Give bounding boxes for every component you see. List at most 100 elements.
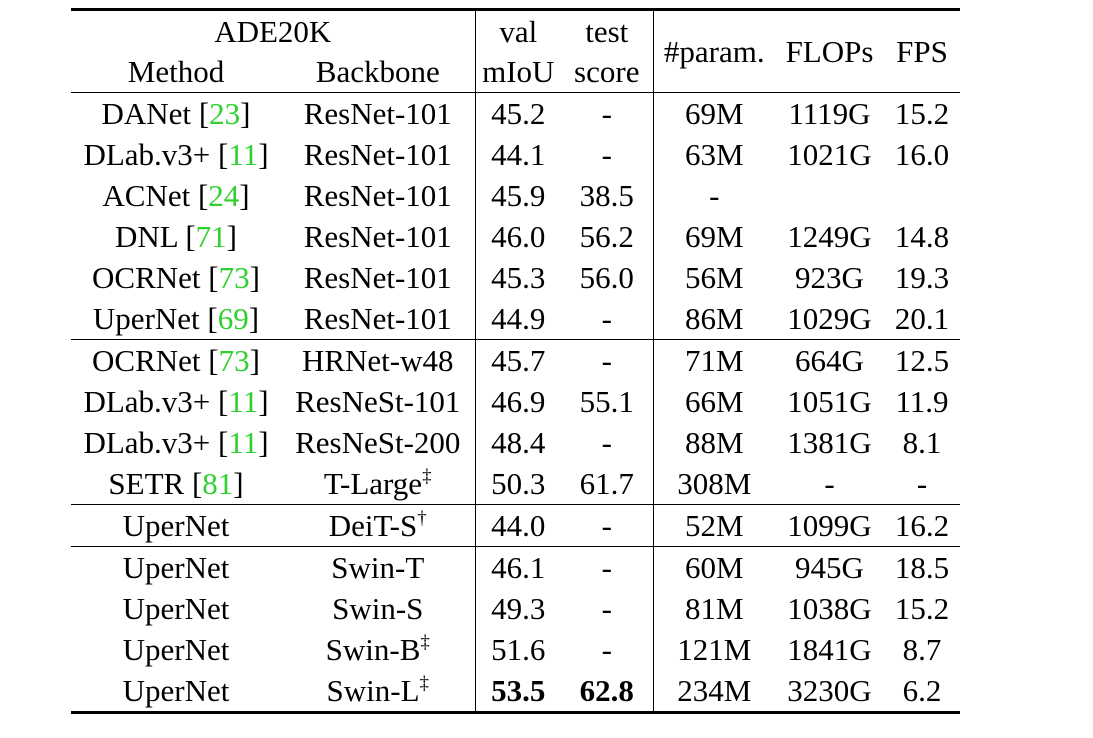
backbone-name: ResNet-101 — [303, 178, 452, 213]
citation-link[interactable]: 73 — [218, 260, 250, 295]
flops-value: 1841G — [787, 632, 872, 667]
flops-cell: 1119G — [775, 92, 884, 134]
table-row: UperNet DeiT-S† 44.0 - 52M 1099G 16.2 — [71, 504, 960, 547]
param-cell: 308M — [652, 463, 775, 505]
method-cell: DLab.v3+ [11] — [83, 384, 269, 419]
citation-link[interactable]: 81 — [202, 466, 234, 501]
fps-value: 11.9 — [895, 384, 949, 419]
backbone-cell: ResNet-101 — [281, 298, 475, 340]
method-cell: UperNet — [71, 670, 281, 714]
test-cell: 56.0 — [561, 257, 653, 298]
citation-link[interactable]: 71 — [195, 219, 227, 254]
backbone-cell: DeiT-S† — [281, 504, 475, 547]
fps-value: 20.1 — [894, 301, 950, 336]
fps-cell: 8.7 — [884, 629, 960, 670]
param-cell: 234M — [652, 670, 775, 714]
citation-link[interactable]: 69 — [217, 301, 249, 336]
method-cell: UperNet — [71, 629, 281, 670]
flops-cell: 1099G — [775, 504, 884, 547]
param-cell: 66M — [652, 381, 775, 422]
backbone-cell: ResNet-101 — [281, 175, 475, 216]
val-value: 50.3 — [491, 466, 546, 501]
method-name: UperNet — [122, 591, 230, 626]
test-cell: - — [561, 588, 653, 629]
method-name: UperNet — [122, 550, 230, 585]
val-value: 45.9 — [491, 178, 546, 213]
backbone-cell: ResNet-101 — [281, 134, 475, 175]
method-name: OCRNet — [92, 343, 201, 378]
test-cell: - — [561, 422, 653, 463]
param-header: #param. — [652, 8, 775, 93]
param-cell: - — [652, 175, 775, 216]
backbone-name: HRNet-w48 — [301, 343, 454, 378]
flops-value: 1249G — [787, 219, 872, 254]
backbone-name: ResNet-101 — [303, 260, 452, 295]
footnote-marker: ‡ — [420, 632, 430, 653]
fps-cell: 16.0 — [884, 134, 960, 175]
val-cell: 53.5 — [474, 670, 561, 714]
test-cell: - — [561, 546, 653, 588]
table-row: DANet [23] ResNet-101 45.2 - 69M 1119G 15.2 — [71, 92, 960, 134]
param-value: 88M — [684, 425, 744, 460]
param-value: 66M — [684, 384, 744, 419]
param-cell: 52M — [652, 504, 775, 547]
method-name: ACNet — [102, 178, 191, 213]
flops-cell: 3230G — [775, 670, 884, 714]
method-name: DLab.v3+ — [83, 425, 211, 460]
citation-link[interactable]: 11 — [228, 384, 259, 419]
flops-cell: 1038G — [775, 588, 884, 629]
val-cell: 44.9 — [474, 298, 561, 340]
test-value: - — [601, 632, 612, 667]
footnote-marker: † — [417, 508, 427, 529]
flops-cell: - — [775, 463, 884, 505]
citation-link[interactable]: 24 — [208, 178, 240, 213]
table-row: ACNet [24] ResNet-101 45.9 38.5 - — [71, 175, 960, 216]
method-name: UperNet — [122, 673, 230, 708]
fps-cell: - — [884, 463, 960, 505]
citation-link[interactable]: 11 — [228, 425, 259, 460]
citation-link[interactable]: 11 — [228, 137, 259, 172]
table-body: DANet [23] ResNet-101 45.2-69M 1119G 15.2 DLa… — [71, 92, 960, 714]
backbone-name: T-Large — [323, 466, 423, 501]
method-name: SETR — [108, 466, 185, 501]
test-cell: 61.7 — [561, 463, 653, 505]
table-row: OCRNet [73] ResNet-101 45.3 56.0 56M 923G 19.3 — [71, 257, 960, 298]
test-value: 55.1 — [579, 384, 634, 419]
fps-cell: 18.5 — [884, 546, 960, 588]
param-cell: 63M — [652, 134, 775, 175]
param-value: 86M — [684, 301, 744, 336]
fps-value: 19.3 — [894, 260, 950, 295]
param-value: 52M — [684, 508, 744, 543]
header-row-top: ADE20K val test #param. FLOPs FPS — [71, 8, 960, 93]
results-table: ADE20K val test #param. FLOPs FPS Method… — [71, 8, 960, 714]
method-cell: UperNet — [71, 504, 281, 547]
method-cell: UperNet — [71, 588, 281, 629]
citation-link[interactable]: 23 — [209, 96, 241, 131]
test-cell: - — [561, 629, 653, 670]
backbone-cell: ResNeSt-200 — [281, 422, 475, 463]
test-cell: 62.8 — [561, 670, 653, 714]
flops-cell: 923G — [775, 257, 884, 298]
method-name: OCRNet — [92, 260, 201, 295]
table-row: DLab.v3+ [11] ResNet-101 44.1 - 63M 1021G 16.0 — [71, 134, 960, 175]
method-cell: UperNet — [71, 546, 281, 588]
citation-link[interactable]: 73 — [218, 343, 250, 378]
fps-cell — [884, 175, 960, 216]
param-cell: 69M — [652, 92, 775, 134]
method-name: DLab.v3+ — [83, 137, 211, 172]
test-cell: - — [561, 92, 653, 134]
param-cell: 81M — [652, 588, 775, 629]
footnote-marker: ‡ — [422, 466, 432, 487]
flops-value: 1381G — [787, 425, 872, 460]
method-name: UperNet — [122, 632, 230, 667]
table-row: UperNet Swin-L‡ 53.5 62.8 234M 3230G 6.2 — [71, 670, 960, 714]
param-value: 56M — [684, 260, 744, 295]
flops-value: 1099G — [787, 508, 872, 543]
method-cell: OCRNet [73] — [92, 260, 260, 295]
flops-value: 1029G — [787, 301, 872, 336]
backbone-name: DeiT-S — [328, 508, 418, 543]
table-row: UperNet Swin-S 49.3 - 81M 1038G 15.2 — [71, 588, 960, 629]
fps-value: 14.8 — [894, 219, 950, 254]
test-cell: - — [561, 339, 653, 381]
param-value: 234M — [677, 673, 752, 708]
